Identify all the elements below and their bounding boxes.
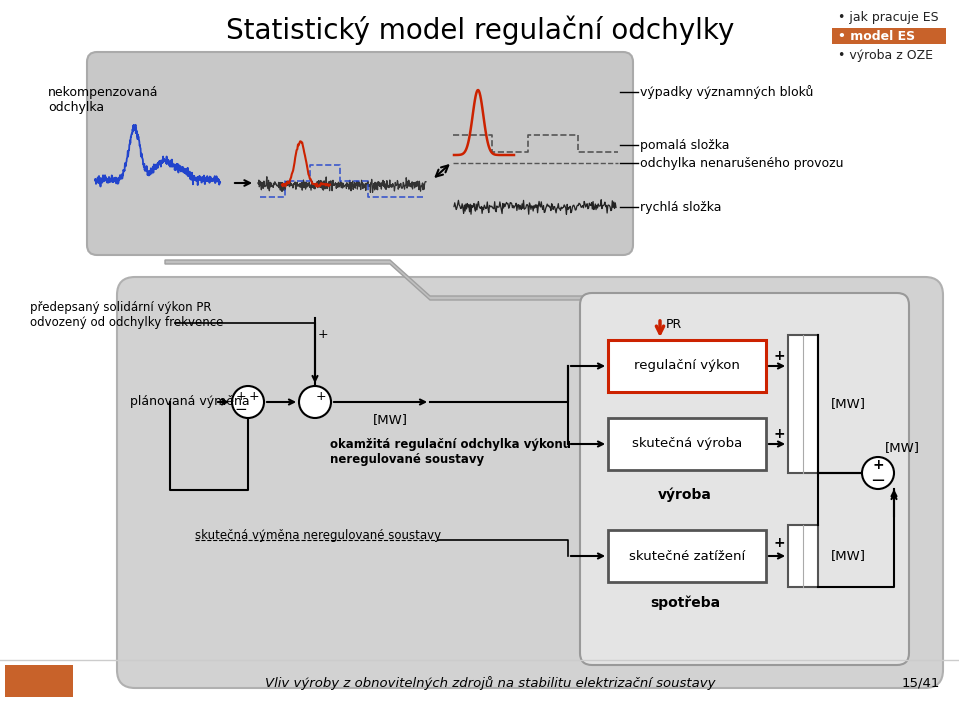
Bar — [5, 665, 73, 697]
Text: výpadky významných bloků: výpadky významných bloků — [640, 85, 813, 99]
Bar — [788, 525, 818, 587]
Text: +: + — [872, 458, 884, 472]
Text: výroba: výroba — [658, 488, 712, 502]
Text: pomalá složka: pomalá složka — [640, 139, 730, 152]
Text: [MW]: [MW] — [372, 413, 408, 426]
Circle shape — [862, 457, 894, 489]
Text: skutečná výměna neregulované soustavy: skutečná výměna neregulované soustavy — [195, 528, 441, 542]
Text: 15/41: 15/41 — [901, 677, 940, 690]
Text: • výroba z OZE: • výroba z OZE — [838, 49, 933, 62]
Bar — [788, 335, 818, 473]
Text: předepsaný solidární výkon PR
odvozený od odchylky frekvence: předepsaný solidární výkon PR odvozený o… — [30, 301, 223, 329]
Text: PR: PR — [666, 319, 682, 331]
Text: −: − — [871, 472, 885, 490]
Text: [MW]: [MW] — [830, 397, 866, 411]
Text: Statistický model regulační odchylky: Statistický model regulační odchylky — [226, 16, 735, 45]
Text: Vliv výroby z obnovitelných zdrojů na stabilitu elektrizační soustavy: Vliv výroby z obnovitelných zdrojů na st… — [265, 676, 715, 690]
Text: +: + — [773, 349, 784, 363]
Text: +: + — [248, 389, 259, 403]
Text: +: + — [773, 427, 784, 441]
Text: skutečná výroba: skutečná výroba — [632, 438, 742, 450]
Bar — [608, 418, 766, 470]
Bar — [832, 28, 946, 44]
FancyBboxPatch shape — [580, 293, 909, 665]
FancyBboxPatch shape — [87, 52, 633, 255]
Text: • jak pracuje ES: • jak pracuje ES — [838, 11, 939, 23]
FancyBboxPatch shape — [117, 277, 943, 688]
Text: spotřeba: spotřeba — [650, 595, 720, 610]
Circle shape — [232, 386, 264, 418]
Text: okamžitá regulační odchylka výkonu
neregulované soustavy: okamžitá regulační odchylka výkonu nereg… — [330, 438, 571, 466]
Text: +: + — [773, 536, 784, 550]
Bar — [608, 530, 766, 582]
Text: rychlá složka: rychlá složka — [640, 200, 721, 214]
Text: +: + — [236, 389, 246, 403]
Polygon shape — [165, 260, 700, 300]
Text: [MW]: [MW] — [884, 442, 920, 455]
Text: odchylka nenarušeného provozu: odchylka nenarušeného provozu — [640, 156, 844, 169]
Circle shape — [299, 386, 331, 418]
Bar — [608, 340, 766, 392]
Text: skutečné zatížení: skutečné zatížení — [629, 549, 745, 562]
Text: [MW]: [MW] — [830, 549, 866, 562]
Text: plánovaná výměna: plánovaná výměna — [130, 396, 249, 409]
Text: −: − — [235, 401, 247, 416]
Text: regulační výkon: regulační výkon — [634, 360, 740, 372]
Text: • model ES: • model ES — [838, 30, 915, 42]
Text: +: + — [318, 329, 329, 341]
Text: +: + — [316, 389, 326, 403]
Text: nekompenzovaná
odchylka: nekompenzovaná odchylka — [48, 86, 158, 114]
